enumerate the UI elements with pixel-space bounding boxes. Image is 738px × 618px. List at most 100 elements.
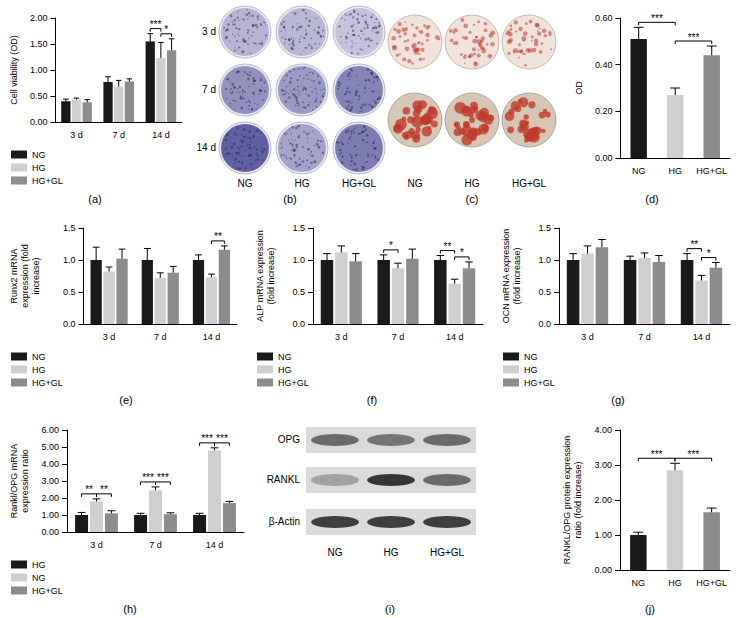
svg-text:*: *: [707, 248, 711, 259]
svg-text:HG: HG: [465, 178, 480, 189]
svg-text:3 d: 3 d: [70, 130, 83, 140]
svg-text:HG: HG: [384, 547, 399, 558]
svg-text:HG: HG: [524, 365, 538, 375]
svg-text:1.5: 1.5: [538, 223, 551, 233]
svg-text:0.5: 0.5: [63, 287, 76, 297]
svg-text:HG+GL: HG+GL: [342, 178, 377, 189]
svg-text:NG: NG: [328, 547, 343, 558]
svg-text:Rankl/OPG mRNA: Rankl/OPG mRNA: [9, 444, 19, 519]
svg-text:***: ***: [216, 433, 228, 444]
svg-text:*: *: [389, 240, 393, 251]
svg-text:1.0: 1.0: [538, 255, 551, 265]
svg-text:HG+GL: HG+GL: [512, 178, 547, 189]
svg-text:0.0: 0.0: [538, 319, 551, 329]
svg-text:NG: NG: [32, 150, 46, 160]
svg-text:HG: HG: [32, 365, 46, 375]
svg-text:3 d: 3 d: [103, 332, 116, 342]
svg-text:3 d: 3 d: [90, 540, 103, 550]
svg-text:0.5: 0.5: [292, 287, 305, 297]
svg-text:Cell viability (OD): Cell viability (OD): [9, 35, 19, 105]
svg-text:HG: HG: [668, 166, 682, 176]
svg-text:NG: NG: [278, 352, 292, 362]
svg-text:0.00: 0.00: [594, 565, 612, 575]
svg-text:***: ***: [157, 472, 169, 483]
svg-text:RANKL: RANKL: [267, 474, 301, 485]
svg-text:0.5: 0.5: [538, 287, 551, 297]
svg-text:HG+GL: HG+GL: [278, 378, 309, 388]
svg-text:1.0: 1.0: [292, 255, 305, 265]
svg-text:*: *: [460, 247, 464, 258]
svg-text:14 d: 14 d: [446, 332, 464, 342]
svg-text:HG: HG: [668, 578, 682, 588]
svg-text:HG+GL: HG+GL: [32, 176, 63, 186]
svg-text:6.00: 6.00: [41, 425, 59, 435]
svg-text:1.50: 1.50: [30, 39, 48, 49]
svg-text:0.00: 0.00: [41, 527, 59, 537]
svg-text:5.00: 5.00: [41, 442, 59, 452]
svg-text:expression (fold: expression (fold: [20, 244, 30, 308]
svg-text:**: **: [85, 484, 93, 495]
svg-text:HG: HG: [32, 163, 46, 173]
svg-text:NG: NG: [238, 178, 253, 189]
svg-text:***: ***: [651, 449, 663, 460]
svg-text:***: ***: [142, 472, 154, 483]
svg-text:1.00: 1.00: [30, 65, 48, 75]
svg-text:**: **: [100, 484, 108, 495]
svg-text:OCN mRNA expression: OCN mRNA expression: [501, 229, 511, 324]
svg-text:ALP mRNA expression: ALP mRNA expression: [255, 230, 265, 321]
svg-text:2.00: 2.00: [594, 495, 612, 505]
svg-text:0.60: 0.60: [595, 13, 613, 23]
svg-text:HG+GL: HG+GL: [524, 378, 555, 388]
svg-text:HG: HG: [32, 560, 46, 570]
svg-text:β-Actin: β-Actin: [269, 516, 300, 527]
svg-text:***: ***: [651, 13, 663, 24]
svg-text:HG+GL: HG+GL: [32, 586, 63, 596]
svg-text:7 d: 7 d: [112, 130, 125, 140]
svg-text:2.00: 2.00: [30, 13, 48, 23]
svg-text:NG: NG: [632, 578, 646, 588]
svg-text:7 d: 7 d: [202, 84, 216, 95]
svg-text:14 d: 14 d: [152, 130, 170, 140]
svg-text:7 d: 7 d: [392, 332, 405, 342]
svg-text:ratio (fold increase): ratio (fold increase): [573, 461, 583, 538]
svg-text:***: ***: [687, 449, 699, 460]
svg-text:3 d: 3 d: [581, 332, 594, 342]
svg-text:7 d: 7 d: [149, 540, 162, 550]
svg-text:0.40: 0.40: [595, 60, 613, 70]
svg-text:expression ratio: expression ratio: [20, 449, 30, 513]
svg-text:7 d: 7 d: [154, 332, 167, 342]
svg-text:0.00: 0.00: [595, 153, 613, 163]
svg-text:**: **: [444, 241, 452, 252]
svg-text:NG: NG: [524, 352, 538, 362]
svg-text:NG: NG: [32, 573, 46, 583]
svg-text:2.00: 2.00: [41, 493, 59, 503]
svg-text:0.00: 0.00: [30, 117, 48, 127]
svg-text:14 d: 14 d: [203, 332, 221, 342]
svg-text:HG+GL: HG+GL: [696, 578, 727, 588]
svg-text:HG: HG: [278, 365, 292, 375]
svg-text:3.00: 3.00: [594, 460, 612, 470]
svg-text:HG: HG: [295, 178, 310, 189]
svg-text:3 d: 3 d: [335, 332, 348, 342]
svg-text:1.5: 1.5: [63, 223, 76, 233]
svg-text:NG: NG: [408, 178, 423, 189]
svg-text:3 d: 3 d: [202, 26, 216, 37]
svg-text:OD: OD: [574, 81, 584, 95]
svg-text:7 d: 7 d: [638, 332, 651, 342]
svg-text:HG+GL: HG+GL: [696, 166, 727, 176]
svg-text:HG+GL: HG+GL: [430, 547, 465, 558]
svg-text:NG: NG: [32, 352, 46, 362]
svg-text:4.00: 4.00: [41, 459, 59, 469]
svg-text:0.50: 0.50: [30, 91, 48, 101]
svg-text:3.00: 3.00: [41, 476, 59, 486]
svg-text:***: ***: [688, 32, 700, 43]
svg-text:(fold increase): (fold increase): [512, 247, 522, 304]
svg-text:0.0: 0.0: [63, 319, 76, 329]
svg-text:increase): increase): [31, 257, 41, 294]
svg-text:0.20: 0.20: [595, 106, 613, 116]
svg-text:HG+GL: HG+GL: [32, 378, 63, 388]
svg-text:4.00: 4.00: [594, 425, 612, 435]
svg-text:1.00: 1.00: [594, 530, 612, 540]
svg-text:(fold increase): (fold increase): [266, 247, 276, 304]
svg-text:1.5: 1.5: [292, 223, 305, 233]
